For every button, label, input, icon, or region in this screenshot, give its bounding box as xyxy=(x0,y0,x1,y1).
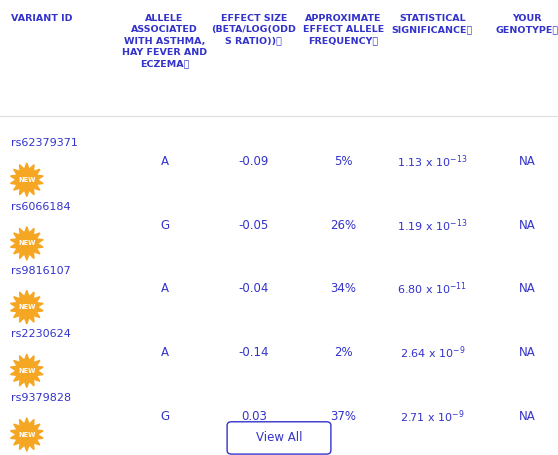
Text: 5%: 5% xyxy=(334,155,353,168)
Text: 6.80 x 10$^{-11}$: 6.80 x 10$^{-11}$ xyxy=(397,281,468,297)
Text: 34%: 34% xyxy=(330,283,356,295)
Text: A: A xyxy=(161,283,169,295)
Text: -0.04: -0.04 xyxy=(239,283,269,295)
Polygon shape xyxy=(11,418,43,451)
Text: View All: View All xyxy=(256,431,302,445)
Text: NA: NA xyxy=(519,219,536,232)
Text: 26%: 26% xyxy=(330,219,356,232)
Text: NA: NA xyxy=(519,155,536,168)
Text: YOUR
GENOTYPEⓘ: YOUR GENOTYPEⓘ xyxy=(496,14,558,34)
Text: VARIANT ID: VARIANT ID xyxy=(11,14,73,23)
Text: rs9379828: rs9379828 xyxy=(11,393,71,403)
Text: 37%: 37% xyxy=(330,410,356,423)
Text: rs6066184: rs6066184 xyxy=(11,202,71,212)
Text: NEW: NEW xyxy=(18,304,36,310)
Text: ALLELE
ASSOCIATED
WITH ASTHMA,
HAY FEVER AND
ECZEMAⓘ: ALLELE ASSOCIATED WITH ASTHMA, HAY FEVER… xyxy=(122,14,207,68)
Text: NEW: NEW xyxy=(18,368,36,374)
Polygon shape xyxy=(11,227,43,260)
Text: 1.19 x 10$^{-13}$: 1.19 x 10$^{-13}$ xyxy=(397,217,468,233)
Text: NEW: NEW xyxy=(18,177,36,183)
Text: rs9816107: rs9816107 xyxy=(11,266,71,276)
Text: G: G xyxy=(160,219,169,232)
Text: A: A xyxy=(161,155,169,168)
Text: -0.14: -0.14 xyxy=(239,346,269,359)
Text: EFFECT SIZE
(BETA/LOG(ODD
S RATIO))ⓘ: EFFECT SIZE (BETA/LOG(ODD S RATIO))ⓘ xyxy=(211,14,296,46)
Text: A: A xyxy=(161,346,169,359)
Text: APPROXIMATE
EFFECT ALLELE
FREQUENCYⓘ: APPROXIMATE EFFECT ALLELE FREQUENCYⓘ xyxy=(302,14,384,46)
Polygon shape xyxy=(11,354,43,388)
Text: rs62379371: rs62379371 xyxy=(11,138,78,148)
Polygon shape xyxy=(11,163,43,197)
Text: NEW: NEW xyxy=(18,431,36,438)
FancyBboxPatch shape xyxy=(227,422,331,454)
Text: 2%: 2% xyxy=(334,346,353,359)
Text: 1.13 x 10$^{-13}$: 1.13 x 10$^{-13}$ xyxy=(397,153,468,170)
Text: rs2230624: rs2230624 xyxy=(11,329,71,339)
Text: STATISTICAL
SIGNIFICANCEⓘ: STATISTICAL SIGNIFICANCEⓘ xyxy=(392,14,473,34)
Text: NA: NA xyxy=(519,346,536,359)
Text: 2.71 x 10$^{-9}$: 2.71 x 10$^{-9}$ xyxy=(400,408,465,425)
Text: 0.03: 0.03 xyxy=(241,410,267,423)
Text: -0.09: -0.09 xyxy=(239,155,269,168)
Text: -0.05: -0.05 xyxy=(239,219,269,232)
Text: NA: NA xyxy=(519,283,536,295)
Text: NEW: NEW xyxy=(18,240,36,247)
Text: G: G xyxy=(160,410,169,423)
Text: NA: NA xyxy=(519,410,536,423)
Polygon shape xyxy=(11,290,43,324)
Text: 2.64 x 10$^{-9}$: 2.64 x 10$^{-9}$ xyxy=(400,344,465,361)
